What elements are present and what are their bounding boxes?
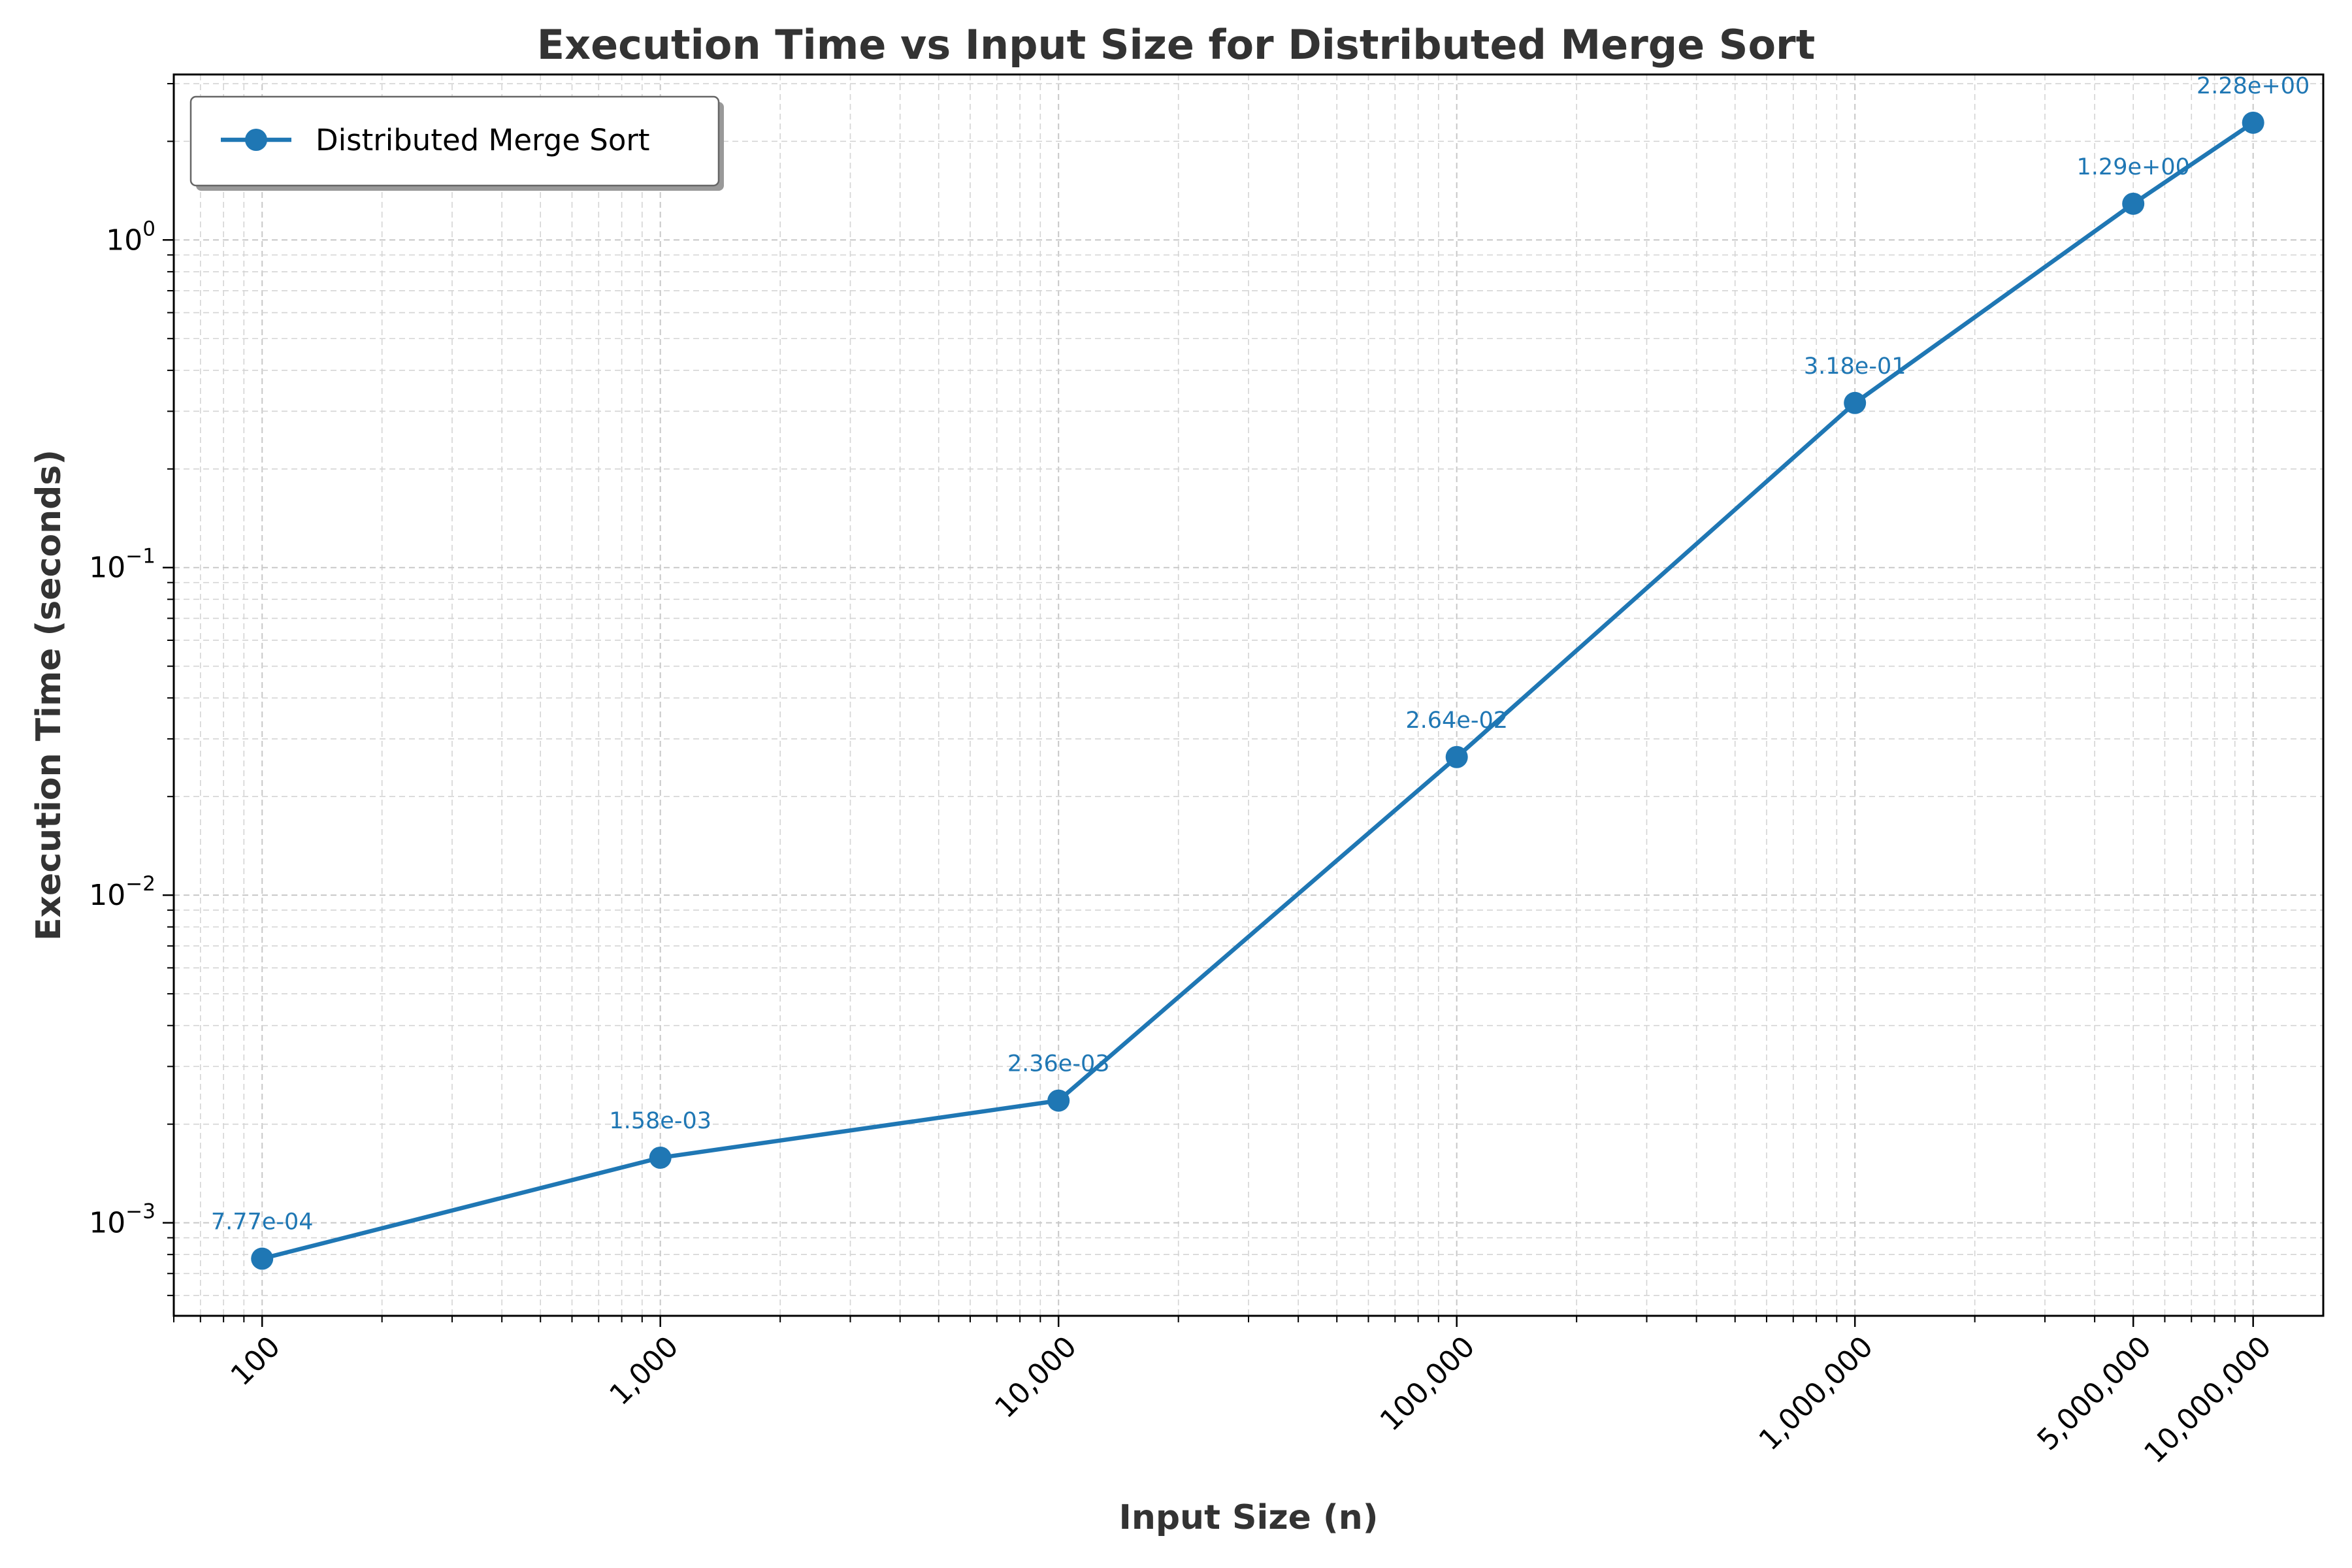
- data-point: [2242, 111, 2264, 134]
- data-point: [251, 1247, 274, 1270]
- chart-title: Execution Time vs Input Size for Distrib…: [537, 21, 1816, 69]
- y-tick-label: 100: [106, 217, 155, 257]
- legend-label: Distributed Merge Sort: [316, 123, 650, 157]
- legend-box: [189, 95, 720, 187]
- data-label: 2.28e+00: [2197, 73, 2310, 99]
- axis-ticks: 100 1,000 10,000 100,000 1,000,000 5,000,0001…: [89, 83, 2278, 1470]
- data-label: 1.29e+00: [2077, 154, 2190, 180]
- grid: [173, 74, 2323, 1316]
- data-point: [1445, 745, 1468, 768]
- y-tick-label: 10−3: [89, 1200, 155, 1240]
- data-label: 2.64e-02: [1405, 708, 1508, 734]
- x-tick-label: 1,000,000: [1753, 1330, 1880, 1457]
- data-point: [649, 1146, 672, 1169]
- data-label: 1.58e-03: [609, 1108, 711, 1134]
- legend: Distributed Merge Sort: [189, 95, 724, 191]
- data-label: 3.18e-01: [1804, 353, 1906, 380]
- x-tick-label: 10,000: [988, 1330, 1083, 1425]
- data-point: [1844, 391, 1867, 414]
- x-axis-label: Input Size (n): [1119, 1498, 1378, 1537]
- x-tick-label: 100,000: [1374, 1330, 1482, 1438]
- x-tick-label: 100: [225, 1330, 287, 1392]
- x-tick-label: 1,000: [603, 1330, 685, 1412]
- series-line: [261, 121, 2255, 1261]
- x-tick-label: 5,000,000: [2031, 1330, 2158, 1457]
- data-point: [1047, 1089, 1070, 1112]
- y-tick-label: 10−1: [89, 545, 155, 585]
- data-point: [2122, 192, 2145, 215]
- series-layer: 7.77e-04 1.58e-03 2.36e-03 2.64e-02 3.18e-01…: [211, 73, 2310, 1270]
- data-label: 2.36e-03: [1007, 1051, 1110, 1077]
- x-tick-label: 10,000,000: [2138, 1330, 2278, 1470]
- y-axis-label: Execution Time (seconds): [29, 449, 69, 941]
- data-label: 7.77e-04: [211, 1209, 314, 1235]
- y-tick-label: 10−2: [89, 872, 155, 912]
- legend-marker: [245, 129, 267, 151]
